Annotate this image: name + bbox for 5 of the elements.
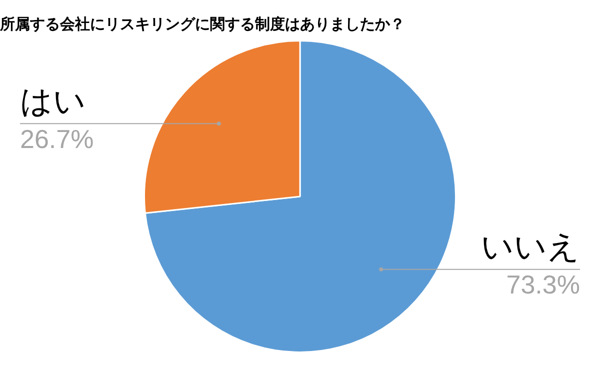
slice-label: いいえ: [481, 228, 580, 266]
data-label: 73.3%: [506, 270, 580, 300]
data-label: 26.7%: [20, 124, 94, 154]
chart-title: 所属する会社にリスキリングに関する制度はありましたか？: [0, 14, 405, 33]
slice-label: はい: [20, 82, 86, 120]
